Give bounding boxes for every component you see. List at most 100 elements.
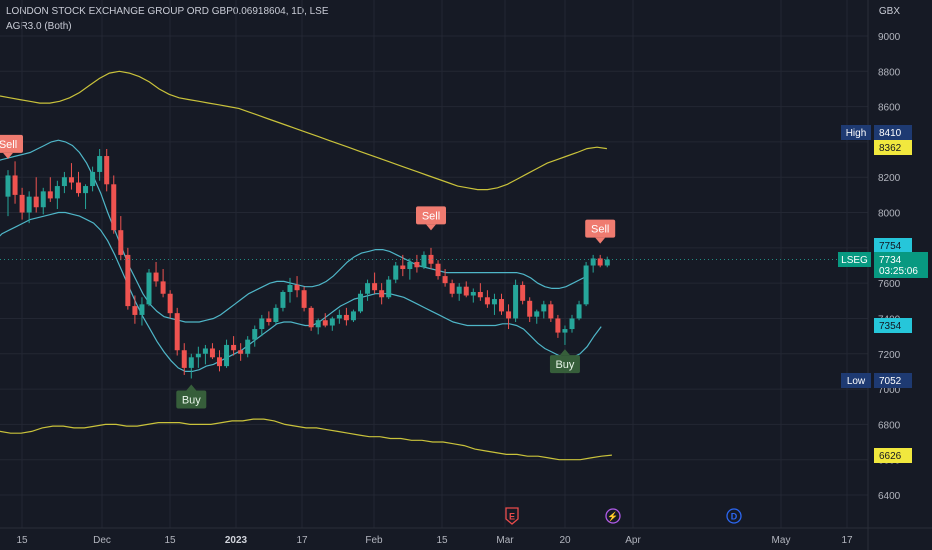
candle-body — [569, 318, 575, 330]
candle-body — [19, 194, 25, 213]
candle-body — [40, 191, 46, 208]
price-tag — [874, 318, 912, 333]
event-marker-label: D — [731, 512, 738, 522]
candle-body — [125, 254, 131, 307]
candle-body — [104, 156, 110, 185]
bar-countdown: 03:25:06 — [879, 266, 918, 277]
candle-body — [449, 283, 455, 294]
price-tag — [874, 238, 912, 253]
candle-body — [477, 291, 483, 298]
y-tick-label: 7600 — [878, 279, 901, 290]
candle-body — [12, 175, 18, 195]
candle-body — [597, 258, 603, 266]
sell-signal-label[interactable] — [585, 219, 616, 238]
x-tick-label: May — [772, 535, 791, 546]
candle-body — [548, 304, 554, 319]
candle-body — [26, 196, 32, 213]
buy-signal-pointer — [559, 349, 570, 356]
candle-body — [491, 299, 497, 305]
candle-body — [209, 348, 215, 358]
price-tag — [874, 140, 912, 155]
y-tick-label: 8000 — [878, 209, 901, 220]
candle-body — [513, 284, 519, 319]
x-tick-label: Feb — [365, 535, 383, 546]
price-tag-value: 8362 — [879, 143, 902, 154]
candle-body — [428, 254, 434, 264]
candle-body — [506, 311, 512, 319]
candle-body — [224, 344, 230, 367]
candle-body — [217, 357, 222, 367]
x-tick-label: 15 — [164, 535, 176, 546]
buy-signal-label[interactable] — [176, 390, 207, 409]
candle-body — [287, 284, 293, 292]
candle-body — [181, 350, 187, 368]
candle-body — [167, 293, 173, 314]
candle-body — [160, 281, 166, 294]
currency-unit: GBX — [878, 6, 900, 17]
candle-body — [527, 300, 533, 317]
price-tag — [874, 373, 912, 388]
split-event-icon[interactable] — [605, 508, 621, 524]
candle-body — [47, 191, 53, 199]
candle-body — [5, 175, 11, 197]
price-tag-label-box — [841, 373, 871, 388]
x-tick-label: 15 — [16, 535, 28, 546]
candle-body — [379, 290, 385, 298]
candle-body — [90, 171, 96, 187]
current-price-tag[interactable] — [874, 252, 928, 278]
y-tick-label: 7000 — [878, 385, 901, 396]
current-price-value: 7734 — [879, 255, 902, 266]
candle-body — [393, 265, 399, 280]
candle-body — [555, 318, 561, 333]
y-tick-label: 6800 — [878, 420, 901, 431]
price-tag-value: 7754 — [879, 241, 902, 252]
candle-body — [372, 283, 378, 291]
candle-body — [252, 329, 258, 340]
y-tick-label: 6400 — [878, 491, 901, 502]
candle-body — [358, 293, 363, 312]
sell-signal-pointer — [595, 237, 606, 244]
sell-signal-text: Sell — [422, 210, 440, 222]
sell-signal-label[interactable] — [416, 206, 446, 225]
candle-body — [174, 313, 180, 351]
sell-signal-pointer — [3, 152, 13, 159]
candle-body — [463, 286, 469, 296]
candle-body — [590, 258, 596, 266]
indicator-label[interactable]: AGR3.0 (Both) — [6, 21, 72, 32]
candle-body — [484, 297, 490, 305]
price-tag-label-box — [841, 125, 871, 140]
y-tick-label: 8800 — [878, 67, 901, 78]
sell-signal-text: Sell — [591, 224, 609, 236]
price-tag-value: 7052 — [879, 376, 902, 387]
buy-signal-label[interactable] — [549, 355, 580, 374]
candle-body — [315, 320, 321, 328]
candle-body — [266, 318, 272, 322]
candle-body — [386, 279, 392, 298]
candle-body — [188, 357, 194, 368]
candle-body — [576, 304, 582, 319]
dividend-event-icon[interactable] — [726, 508, 742, 524]
event-marker-label: ⚡ — [607, 511, 618, 523]
buy-signal-text: Buy — [182, 394, 201, 406]
candle-body — [238, 350, 244, 354]
candle-body — [146, 272, 152, 305]
price-tag-value: 8410 — [879, 128, 902, 139]
sell-signal-text: Sell — [0, 139, 17, 151]
candle-body — [202, 348, 208, 354]
candle-body — [294, 284, 300, 291]
candle-body — [245, 339, 251, 354]
sell-signal-label[interactable] — [0, 134, 23, 153]
chart-title: LONDON STOCK EXCHANGE GROUP ORD GBP0.069… — [6, 6, 329, 17]
earnings-event-icon[interactable] — [505, 507, 519, 525]
candle-body — [61, 177, 67, 187]
candle-body — [118, 230, 124, 255]
outer-lower-band — [0, 418, 612, 461]
x-tick-label: 15 — [436, 535, 448, 546]
inner-lower-band — [0, 211, 602, 372]
x-tick-label: 17 — [841, 535, 853, 546]
candle-body — [132, 306, 138, 315]
candle-body — [153, 272, 159, 282]
x-tick-label: Apr — [625, 535, 641, 546]
candle-body — [336, 314, 342, 319]
